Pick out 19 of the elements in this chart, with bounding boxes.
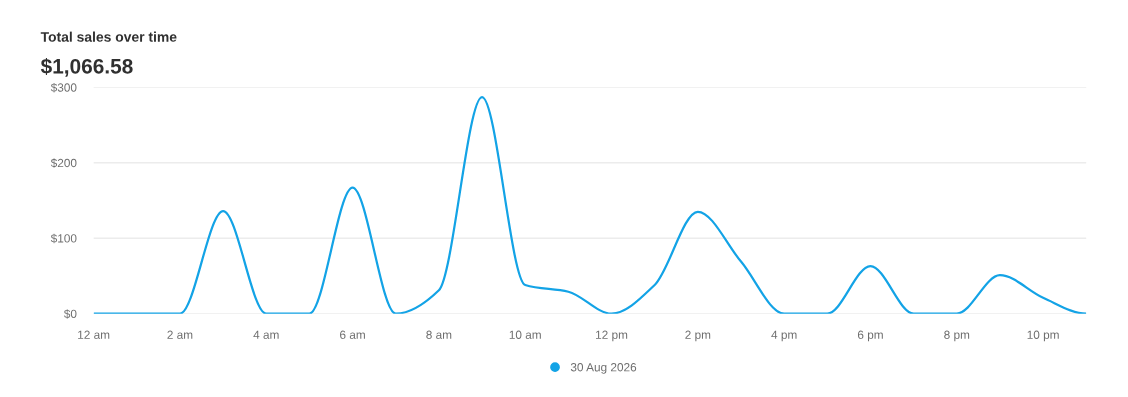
x-tick-label: 2 pm [685,330,711,342]
x-tick-label: 4 am [253,330,279,339]
chart-subtitle: $1,066.58 [40,57,133,77]
x-tick-label: 2 am [167,330,193,339]
x-tick-label: 4 pm [771,330,797,342]
x-tick-label: 10 pm [1027,330,1059,342]
legend-label: 30 Aug 2026 [570,363,637,374]
x-tick-label: 8 pm [944,330,970,342]
x-tick-label: 6 am [340,330,365,339]
y-tick-label: $100 [50,233,77,244]
y-tick-label: $0 [63,309,77,319]
x-tick-label: 6 pm [857,330,883,342]
x-tick-label: 12 am [78,330,110,339]
chart-title: Total sales over time [40,31,177,42]
y-tick-label: $200 [50,158,77,168]
y-tick-label: $300 [50,82,77,93]
x-tick-label: 8 am [426,330,452,339]
x-tick-label: 10 am [509,330,541,339]
x-tick-label: 12 pm [596,330,628,342]
